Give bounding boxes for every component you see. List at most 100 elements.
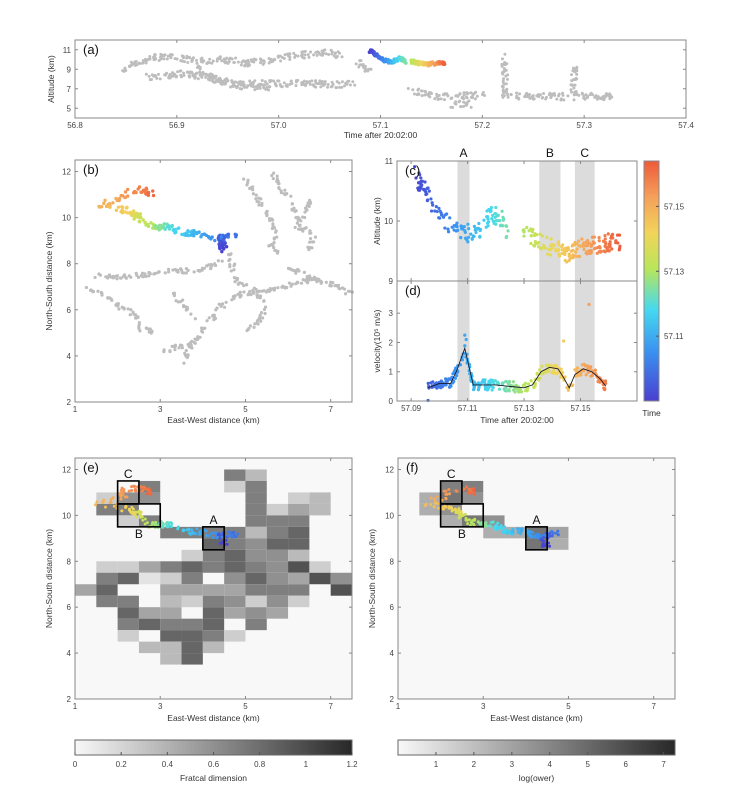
heatmap-cell <box>288 595 310 608</box>
colorbar-tick-label: 0.2 <box>116 760 128 769</box>
leader-point <box>204 529 208 533</box>
altitude-point <box>554 249 558 253</box>
leader-point <box>478 522 482 526</box>
heatmap-cell <box>202 595 225 608</box>
leader-point <box>94 503 98 507</box>
gray-source-point <box>323 80 327 84</box>
region-box-A <box>202 526 225 551</box>
y-tick-label: 3 <box>389 309 394 318</box>
leader-point <box>216 236 221 240</box>
leader-point <box>189 532 193 536</box>
velocity-point <box>483 378 487 382</box>
time-colorbar <box>643 160 660 402</box>
gray-source-point <box>572 86 576 90</box>
leader-point <box>434 501 438 505</box>
gray-source-point <box>185 306 189 311</box>
gray-source-point <box>299 281 304 285</box>
leader-point <box>217 532 221 536</box>
heatmap-cell <box>117 572 139 585</box>
gray-source-point <box>89 288 93 292</box>
leader-point <box>496 521 500 525</box>
gray-source-point <box>469 91 473 95</box>
gray-source-point <box>483 93 487 97</box>
velocity-point <box>507 389 511 393</box>
altitude-point <box>540 234 544 238</box>
velocity-point <box>497 387 502 391</box>
leader-point <box>455 489 459 493</box>
altitude-point <box>443 226 447 230</box>
gray-source-point <box>200 56 204 60</box>
gray-source-point <box>331 82 335 86</box>
gray-source-point <box>319 281 323 285</box>
gray-source-point <box>411 88 415 92</box>
leader-point <box>520 529 524 533</box>
heatmap-cell <box>504 526 526 539</box>
gray-source-point <box>262 289 266 293</box>
x-axis-label: East-West distance (km) <box>167 713 260 723</box>
gray-source-point <box>235 278 239 282</box>
gray-source-point <box>258 86 262 90</box>
gray-source-point <box>263 311 267 316</box>
altitude-point <box>412 165 417 169</box>
gray-source-point <box>536 93 540 97</box>
gray-source-point <box>253 88 257 92</box>
gray-source-point <box>502 82 506 86</box>
gray-source-point <box>193 75 197 79</box>
colorbar-tick-label: 4 <box>548 760 553 769</box>
altitude-point <box>446 230 451 234</box>
gray-source-point <box>159 55 163 59</box>
gray-source-point <box>237 80 241 84</box>
heatmap-cell <box>288 584 310 596</box>
altitude-point <box>446 227 450 231</box>
altitude-point <box>437 206 441 210</box>
velocity-point <box>603 387 607 391</box>
gray-source-point <box>233 280 237 284</box>
colorbar-tick-label: 57.13 <box>664 267 685 276</box>
gray-source-point <box>420 89 424 93</box>
heatmap-cell <box>224 538 246 550</box>
gray-source-point <box>229 85 233 89</box>
gray-source-point <box>252 325 256 329</box>
heatmap-cell <box>181 595 203 608</box>
velocity-point <box>580 363 585 367</box>
gray-source-point <box>458 92 462 96</box>
gray-source-point <box>259 59 263 63</box>
gray-source-point <box>270 243 274 247</box>
gray-source-point <box>201 70 205 74</box>
gray-source-point <box>275 177 279 181</box>
gray-source-point <box>264 87 268 91</box>
gray-source-point <box>548 91 552 95</box>
gray-source-point <box>145 326 149 331</box>
gray-source-point <box>449 96 453 100</box>
gray-source-point <box>133 60 137 64</box>
gray-source-point <box>195 71 199 75</box>
gray-source-point <box>223 81 227 85</box>
gray-source-point <box>575 77 579 81</box>
gray-source-point <box>96 289 100 293</box>
gray-source-point <box>233 294 237 298</box>
altitude-point <box>574 250 578 254</box>
gray-source-point <box>200 73 204 77</box>
heatmap-cell <box>266 549 289 562</box>
altitude-point <box>504 224 508 228</box>
altitude-point <box>617 233 622 237</box>
gray-source-point <box>318 79 322 83</box>
heatmap-cell <box>309 492 331 504</box>
heatmap-cell <box>160 526 182 539</box>
heatmap-cell <box>181 572 203 585</box>
heatmap-cell <box>138 480 161 493</box>
leader-point <box>484 524 488 528</box>
leader-point <box>120 208 124 213</box>
gray-source-point <box>172 291 177 295</box>
gray-source-point <box>170 344 174 349</box>
leader-point <box>99 204 104 209</box>
velocity-point <box>574 374 578 378</box>
y-axis-label: Altitude (km) <box>372 197 382 245</box>
gray-source-point <box>208 57 212 61</box>
x-tick-label: 56.9 <box>169 121 185 130</box>
gray-source-point <box>286 266 291 270</box>
heatmap-cell <box>96 584 118 596</box>
leader-point <box>186 230 190 234</box>
leader-point <box>143 220 147 224</box>
gray-source-point <box>301 82 305 86</box>
